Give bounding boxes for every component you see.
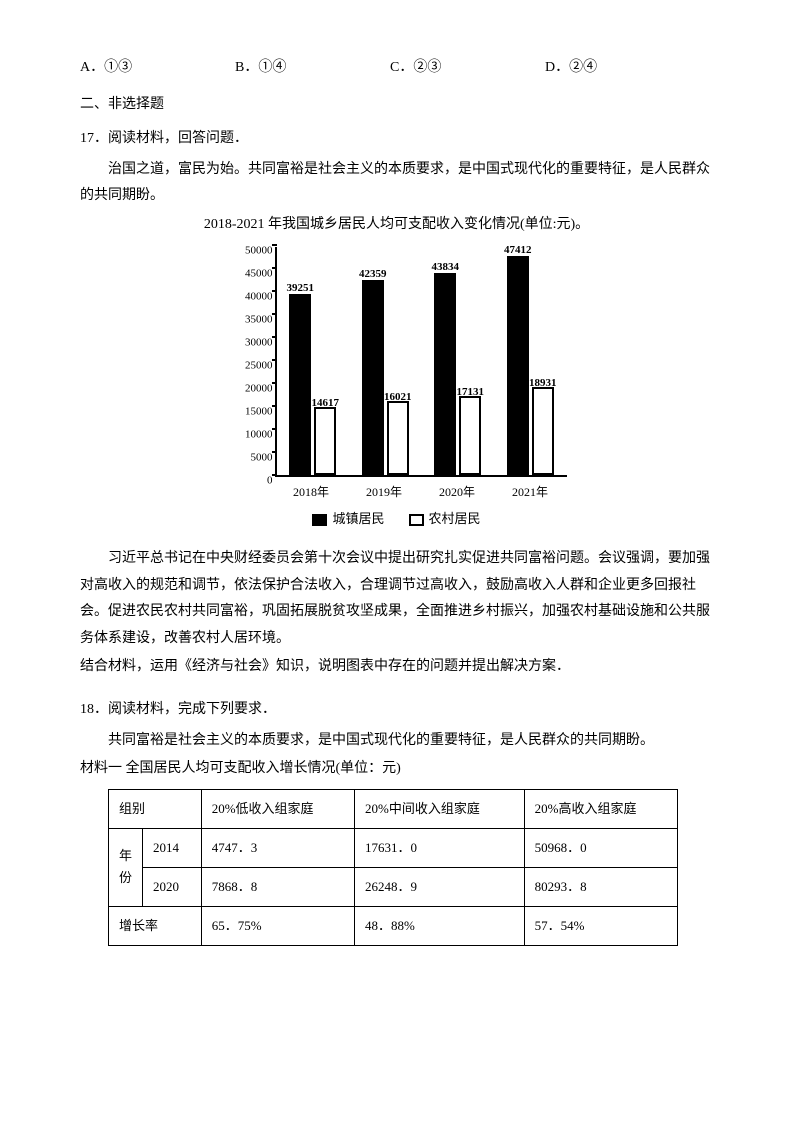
year-2014: 2014 bbox=[143, 828, 202, 867]
swatch-urban bbox=[312, 514, 327, 526]
year-2020: 2020 bbox=[143, 867, 202, 906]
swatch-rural bbox=[409, 514, 424, 526]
bar-urban: 39251 bbox=[289, 294, 311, 475]
cell-2020-mid: 26248．9 bbox=[355, 867, 525, 906]
bar-value-label: 47412 bbox=[504, 240, 532, 261]
growth-low: 65．75% bbox=[201, 907, 354, 946]
mc-options: A．①③ B．①④ C．②③ D．②④ bbox=[80, 55, 713, 82]
bar-value-label: 17131 bbox=[457, 382, 485, 403]
y-tick-label: 10000 bbox=[225, 424, 273, 445]
bar-rural: 16021 bbox=[387, 401, 409, 475]
bar-group: 4383417131 bbox=[434, 273, 481, 475]
bar-rural: 17131 bbox=[459, 396, 481, 475]
y-tick-label: 35000 bbox=[225, 309, 273, 330]
growth-mid: 48．88% bbox=[355, 907, 525, 946]
bar-value-label: 39251 bbox=[287, 278, 315, 299]
bar-urban: 42359 bbox=[362, 280, 384, 475]
legend-rural: 农村居民 bbox=[409, 507, 481, 532]
table-row: 2020 7868．8 26248．9 80293．8 bbox=[109, 867, 678, 906]
bar-value-label: 16021 bbox=[384, 387, 412, 408]
y-tick-label: 40000 bbox=[225, 286, 273, 307]
legend-rural-label: 农村居民 bbox=[429, 507, 481, 532]
y-tick-label: 0 bbox=[225, 470, 273, 491]
q17-head: 17．阅读材料，回答问题． bbox=[80, 126, 713, 153]
bar-urban: 47412 bbox=[507, 256, 529, 474]
cell-2020-low: 7868．8 bbox=[201, 867, 354, 906]
growth-label: 增长率 bbox=[109, 907, 202, 946]
q17-p4: 结合材料，运用《经济与社会》知识，说明图表中存在的问题并提出解决方案． bbox=[80, 654, 713, 681]
y-tick-label: 20000 bbox=[225, 378, 273, 399]
bar-group: 3925114617 bbox=[289, 294, 336, 475]
option-a: A．①③ bbox=[80, 55, 235, 82]
table-row: 年份 2014 4747．3 17631．0 50968．0 bbox=[109, 828, 678, 867]
cell-2014-high: 50968．0 bbox=[524, 828, 677, 867]
bar-rural: 18931 bbox=[532, 387, 554, 474]
option-c: C．②③ bbox=[390, 55, 545, 82]
year-head: 年份 bbox=[109, 828, 143, 906]
x-tick-label: 2020年 bbox=[439, 481, 475, 504]
bar-group: 4741218931 bbox=[507, 256, 554, 474]
q17-p2: 2018-2021 年我国城乡居民人均可支配收入变化情况(单位:元)。 bbox=[80, 212, 713, 239]
bar-value-label: 43834 bbox=[432, 257, 460, 278]
y-tick-label: 45000 bbox=[225, 263, 273, 284]
cell-2014-low: 4747．3 bbox=[201, 828, 354, 867]
x-tick-label: 2019年 bbox=[366, 481, 402, 504]
x-tick-label: 2021年 bbox=[512, 481, 548, 504]
q18-head: 18．阅读材料，完成下列要求． bbox=[80, 697, 713, 724]
cell-2014-mid: 17631．0 bbox=[355, 828, 525, 867]
bar-value-label: 14617 bbox=[312, 393, 340, 414]
y-tick-label: 5000 bbox=[225, 447, 273, 468]
y-tick-label: 50000 bbox=[225, 240, 273, 261]
cell-2020-high: 80293．8 bbox=[524, 867, 677, 906]
q18-tabletitle: 材料一 全国居民人均可支配收入增长情况(单位：元) bbox=[80, 756, 713, 783]
x-tick-label: 2018年 bbox=[293, 481, 329, 504]
option-b: B．①④ bbox=[235, 55, 390, 82]
legend-urban: 城镇居民 bbox=[312, 507, 384, 532]
chart-legend: 城镇居民 农村居民 bbox=[227, 507, 567, 532]
legend-urban-label: 城镇居民 bbox=[332, 507, 384, 532]
bar-group: 4235916021 bbox=[362, 280, 409, 475]
col-high: 20%高收入组家庭 bbox=[524, 789, 677, 828]
col-mid: 20%中间收入组家庭 bbox=[355, 789, 525, 828]
table-row: 增长率 65．75% 48．88% 57．54% bbox=[109, 907, 678, 946]
growth-high: 57．54% bbox=[524, 907, 677, 946]
option-d: D．②④ bbox=[545, 55, 685, 82]
y-tick-label: 30000 bbox=[225, 332, 273, 353]
q18-p1: 共同富裕是社会主义的本质要求，是中国式现代化的重要特征，是人民群众的共同期盼。 bbox=[80, 728, 713, 755]
y-tick-label: 25000 bbox=[225, 355, 273, 376]
section-2-heading: 二、非选择题 bbox=[80, 92, 713, 119]
q17-p1: 治国之道，富民为始。共同富裕是社会主义的本质要求，是中国式现代化的重要特征，是人… bbox=[80, 157, 713, 210]
q17-p3: 习近平总书记在中央财经委员会第十次会议中提出研究扎实促进共同富裕问题。会议强调，… bbox=[80, 546, 713, 652]
income-chart: 3925114617423591602143834171314741218931… bbox=[227, 247, 567, 532]
col-group: 组别 bbox=[109, 789, 202, 828]
bar-urban: 43834 bbox=[434, 273, 456, 475]
bar-value-label: 18931 bbox=[529, 373, 557, 394]
y-tick-label: 15000 bbox=[225, 401, 273, 422]
income-table: 组别 20%低收入组家庭 20%中间收入组家庭 20%高收入组家庭 年份 201… bbox=[108, 789, 678, 946]
col-low: 20%低收入组家庭 bbox=[201, 789, 354, 828]
table-header-row: 组别 20%低收入组家庭 20%中间收入组家庭 20%高收入组家庭 bbox=[109, 789, 678, 828]
bar-value-label: 42359 bbox=[359, 264, 387, 285]
bar-rural: 14617 bbox=[314, 407, 336, 474]
